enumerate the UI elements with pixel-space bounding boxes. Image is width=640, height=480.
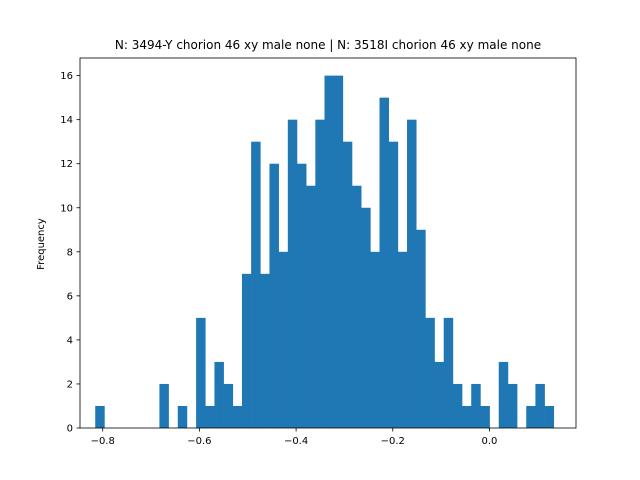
histogram-bar xyxy=(296,163,307,428)
histogram-bar xyxy=(241,273,252,428)
y-tick-label: 8 xyxy=(67,247,73,258)
histogram-bar xyxy=(535,383,545,428)
histogram-bar xyxy=(214,361,224,428)
histogram-bar xyxy=(260,273,270,428)
histogram-bar xyxy=(407,119,417,429)
histogram-bar xyxy=(177,405,188,428)
y-tick-label: 16 xyxy=(60,71,73,82)
histogram-bar xyxy=(287,119,298,429)
histogram-bar xyxy=(425,317,435,428)
plot-frame xyxy=(79,57,577,429)
y-tick-label: 4 xyxy=(67,335,73,346)
histogram-bar xyxy=(443,317,454,428)
histogram-bar xyxy=(269,163,279,428)
histogram-bar xyxy=(462,405,472,428)
histogram-bar xyxy=(544,405,555,428)
y-tick-label: 14 xyxy=(60,115,73,126)
histogram-bar xyxy=(379,97,389,429)
histogram-bar xyxy=(526,405,536,428)
histogram-bar xyxy=(196,317,206,428)
chart-title: N: 3494-Y chorion 46 xy male none | N: 3… xyxy=(115,38,541,52)
histogram-bar xyxy=(159,383,169,428)
histogram-bar xyxy=(452,383,463,428)
histogram-bar xyxy=(232,405,243,428)
y-tick-label: 6 xyxy=(67,291,73,302)
x-tick-label: −0.2 xyxy=(381,436,405,447)
histogram-bar xyxy=(370,251,380,428)
x-tick-label: −0.4 xyxy=(284,436,308,447)
histogram-bar xyxy=(315,119,325,429)
histogram-bar xyxy=(498,361,509,428)
histogram-bar xyxy=(352,185,362,428)
x-tick-label: 0.0 xyxy=(482,436,498,447)
histogram-bar xyxy=(342,141,353,428)
histogram-bar xyxy=(333,75,344,428)
y-axis-title: Frequency xyxy=(36,218,47,270)
y-tick-label: 12 xyxy=(60,159,73,170)
histogram-bar xyxy=(480,405,490,428)
histogram-bar xyxy=(361,207,371,428)
histogram-bar xyxy=(507,383,518,428)
histogram-bar xyxy=(324,75,334,428)
y-tick-label: 0 xyxy=(67,424,73,435)
histogram-bar xyxy=(306,185,316,428)
y-tick-label: 2 xyxy=(67,379,73,390)
x-axis: −0.8 −0.6 −0.4 −0.2 0.0 xyxy=(91,428,498,447)
histogram-bar xyxy=(223,383,234,428)
histogram-bar xyxy=(388,141,399,428)
histogram-bar xyxy=(95,405,105,428)
y-axis: 0 2 4 6 8 10 12 14 16 xyxy=(60,71,80,435)
histogram-bar xyxy=(205,405,215,428)
x-tick-label: −0.8 xyxy=(91,436,115,447)
histogram-bar xyxy=(416,229,426,428)
bars-group xyxy=(95,75,555,429)
y-tick-label: 10 xyxy=(60,203,73,214)
x-tick-label: −0.6 xyxy=(187,436,211,447)
histogram-bar xyxy=(251,141,261,428)
histogram-bar xyxy=(397,251,408,428)
histogram-bar xyxy=(434,361,445,428)
histogram-bar xyxy=(471,383,481,428)
histogram-bar xyxy=(278,251,289,428)
